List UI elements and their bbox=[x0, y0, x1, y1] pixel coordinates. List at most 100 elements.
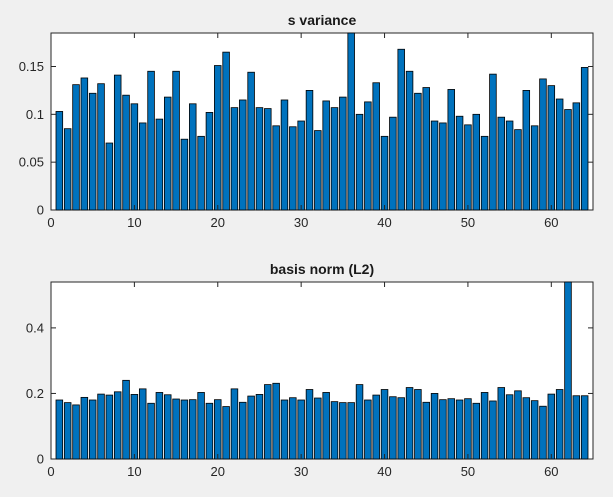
bar bbox=[480, 392, 489, 460]
x-tick-label: 50 bbox=[461, 464, 475, 479]
bar bbox=[130, 394, 139, 460]
bar bbox=[330, 107, 339, 211]
bar bbox=[72, 404, 80, 460]
bar bbox=[497, 387, 506, 460]
bar bbox=[580, 395, 589, 460]
x-tick-label: 0 bbox=[47, 215, 54, 230]
bar bbox=[163, 394, 172, 460]
bar bbox=[330, 401, 339, 460]
bar bbox=[530, 400, 539, 460]
bar bbox=[155, 118, 164, 211]
bar bbox=[522, 397, 531, 460]
bar bbox=[172, 398, 180, 460]
bar bbox=[555, 389, 564, 460]
bar bbox=[322, 100, 330, 211]
bar bbox=[122, 379, 130, 460]
bar bbox=[264, 108, 272, 211]
bar bbox=[180, 138, 189, 211]
x-tick-label: 40 bbox=[377, 215, 391, 230]
bar bbox=[539, 405, 547, 460]
bar bbox=[239, 99, 247, 211]
x-tick-label: 20 bbox=[211, 215, 225, 230]
bar bbox=[347, 402, 355, 460]
bar bbox=[205, 402, 214, 460]
chart-basis-norm: basis norm (L2) 0 10 20 30 40 50 60 0 0.2 0.4 bbox=[26, 261, 594, 479]
bar bbox=[155, 392, 164, 460]
bar bbox=[147, 70, 155, 211]
bar bbox=[88, 92, 97, 211]
chart-s-variance: s variance 0 10 20 30 40 50 60 0 0.05 0.1 0.15 bbox=[19, 12, 594, 230]
bar bbox=[113, 74, 122, 211]
bar bbox=[472, 402, 480, 460]
bar bbox=[222, 51, 230, 211]
bar bbox=[505, 120, 514, 211]
bar bbox=[305, 90, 314, 211]
bar bbox=[230, 107, 239, 211]
bar bbox=[147, 402, 155, 460]
bar bbox=[189, 399, 197, 460]
bar bbox=[264, 384, 272, 460]
bar bbox=[255, 107, 264, 211]
x-tick-label: 0 bbox=[47, 464, 54, 479]
bar bbox=[455, 399, 464, 460]
bar bbox=[72, 84, 80, 211]
bar bbox=[522, 90, 531, 211]
bar bbox=[138, 388, 147, 460]
bar bbox=[397, 48, 405, 211]
bar bbox=[97, 393, 105, 460]
bar bbox=[489, 73, 497, 211]
bar bbox=[380, 135, 389, 211]
bar bbox=[372, 82, 380, 211]
bar bbox=[239, 401, 247, 460]
x-tick-label: 60 bbox=[544, 464, 558, 479]
bar bbox=[439, 399, 447, 460]
bar bbox=[439, 122, 447, 211]
bar bbox=[105, 394, 114, 460]
bar bbox=[572, 395, 581, 460]
bar bbox=[163, 96, 172, 211]
bar bbox=[247, 71, 255, 211]
bar bbox=[447, 89, 455, 211]
bar bbox=[63, 402, 72, 460]
bar bbox=[564, 281, 572, 460]
bar-series bbox=[55, 32, 589, 211]
bar bbox=[289, 126, 297, 211]
bar bbox=[564, 109, 572, 211]
bar bbox=[113, 391, 122, 460]
bar bbox=[322, 392, 330, 460]
bar bbox=[530, 125, 539, 211]
bar bbox=[455, 115, 464, 211]
bar bbox=[214, 65, 222, 211]
x-tick-label: 40 bbox=[377, 464, 391, 479]
bar bbox=[197, 392, 205, 460]
bar bbox=[55, 399, 64, 460]
bar bbox=[138, 122, 147, 211]
bar bbox=[314, 130, 322, 211]
bar bbox=[314, 397, 322, 460]
bar bbox=[572, 102, 581, 211]
y-tick-label: 0.1 bbox=[26, 107, 44, 122]
bar bbox=[230, 388, 239, 460]
bar bbox=[555, 98, 564, 211]
bar bbox=[172, 70, 180, 211]
bar bbox=[297, 120, 305, 211]
bar bbox=[414, 389, 422, 460]
bar bbox=[280, 399, 289, 460]
axes: 0 10 20 30 40 50 60 0 0.2 0.4 bbox=[26, 282, 593, 479]
bar bbox=[189, 103, 197, 211]
bar bbox=[80, 77, 89, 211]
chart-title: s variance bbox=[288, 12, 357, 28]
bar bbox=[489, 400, 497, 460]
bar bbox=[364, 399, 372, 460]
bar bbox=[464, 398, 472, 460]
y-tick-label: 0.05 bbox=[19, 155, 44, 170]
bar bbox=[247, 395, 255, 460]
bar bbox=[355, 384, 364, 460]
bar bbox=[447, 398, 455, 460]
bar bbox=[547, 393, 556, 460]
bar bbox=[372, 394, 380, 460]
bar bbox=[214, 399, 222, 460]
x-tick-label: 30 bbox=[294, 464, 308, 479]
bar bbox=[122, 94, 130, 211]
x-tick-label: 60 bbox=[544, 215, 558, 230]
